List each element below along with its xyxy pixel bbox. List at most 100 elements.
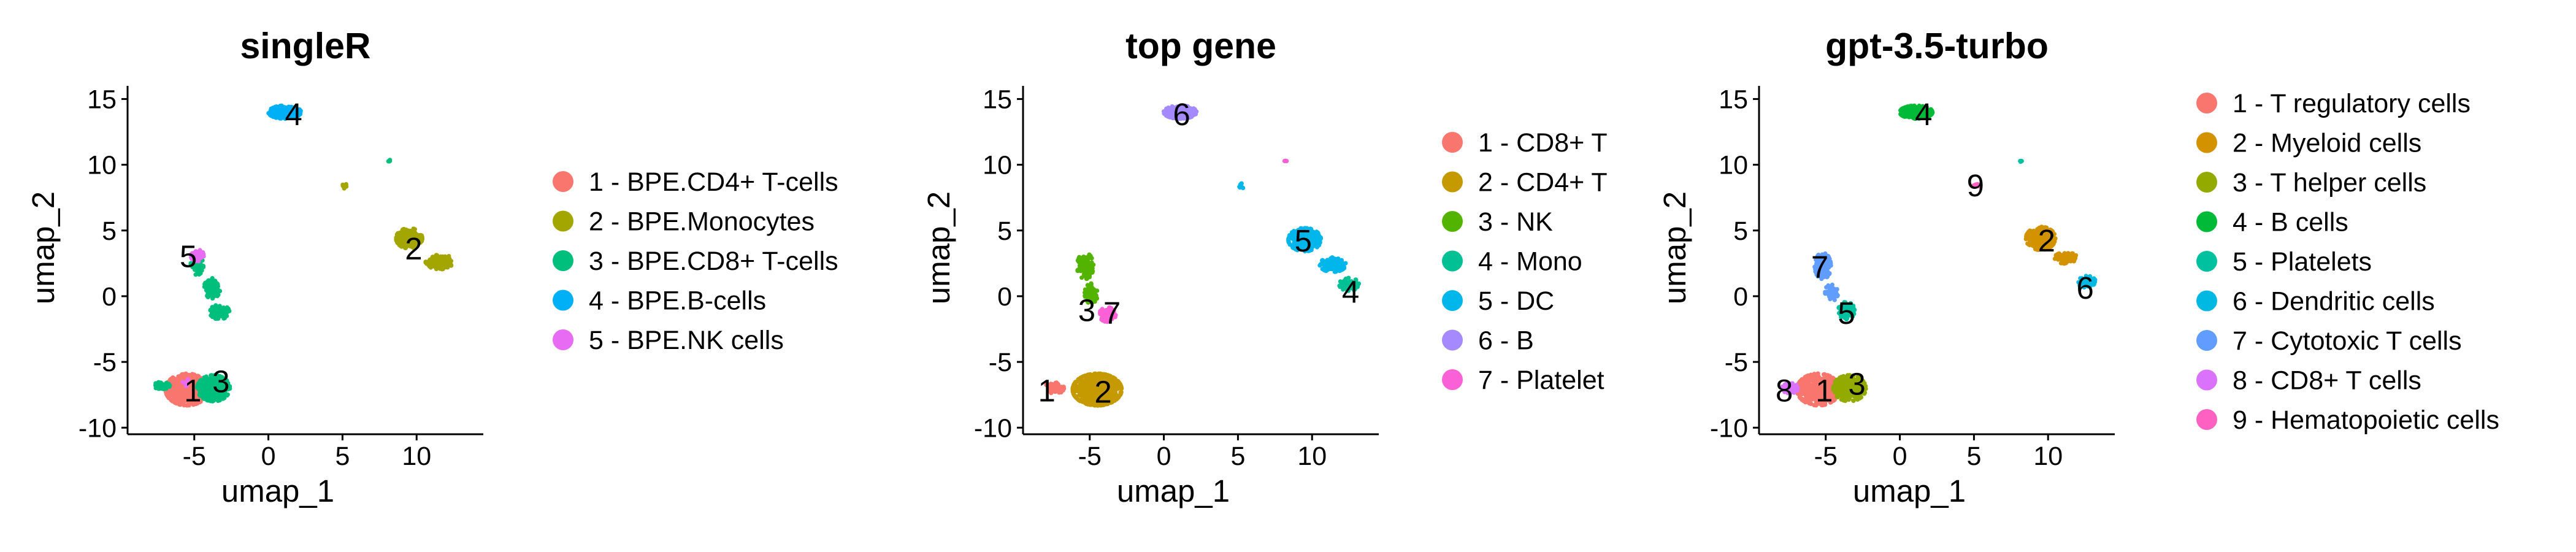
data-point bbox=[1315, 243, 1320, 249]
legend-swatch bbox=[553, 289, 573, 311]
y-axis-label: umap_2 bbox=[26, 191, 61, 304]
cluster-label: 3 bbox=[1078, 293, 1095, 328]
legend-entry: 4 - BPE.B-cells bbox=[589, 286, 766, 316]
data-point bbox=[185, 388, 190, 393]
data-point bbox=[437, 262, 442, 267]
data-point bbox=[396, 231, 401, 236]
data-point bbox=[201, 396, 207, 401]
data-point bbox=[1085, 283, 1090, 288]
legend-swatch bbox=[553, 329, 573, 350]
cluster-label: 5 bbox=[180, 239, 197, 274]
data-point bbox=[1079, 275, 1084, 280]
y-tick-label: -10 bbox=[79, 413, 117, 443]
data-point bbox=[1192, 112, 1197, 117]
x-axis-label: umap_1 bbox=[1117, 473, 1230, 508]
x-axis-label: umap_1 bbox=[221, 473, 334, 508]
legend-entry: 5 - DC bbox=[1478, 286, 1554, 316]
data-point bbox=[214, 316, 219, 321]
data-point bbox=[214, 304, 219, 309]
data-point bbox=[1336, 256, 1341, 261]
data-point bbox=[394, 238, 399, 243]
data-point bbox=[424, 259, 429, 264]
data-point bbox=[210, 315, 215, 320]
data-point bbox=[183, 397, 188, 402]
data-point bbox=[224, 313, 229, 318]
data-point bbox=[1320, 258, 1325, 263]
data-point bbox=[186, 372, 191, 378]
data-point bbox=[168, 377, 173, 382]
data-point bbox=[1241, 185, 1246, 191]
data-point bbox=[1314, 229, 1319, 234]
legend-entry: 4 - Mono bbox=[1478, 247, 1582, 277]
data-point bbox=[1078, 261, 1083, 266]
data-point bbox=[1087, 375, 1092, 380]
series-points-2 bbox=[340, 182, 454, 272]
data-point bbox=[193, 393, 198, 398]
data-point bbox=[1114, 397, 1119, 402]
data-point bbox=[1325, 267, 1330, 272]
y-tick-label: 0 bbox=[997, 282, 1012, 312]
cluster-label: 6 bbox=[1173, 97, 1190, 132]
data-point bbox=[180, 372, 185, 377]
x-tick-label: 5 bbox=[335, 442, 350, 471]
legend-entry: 3 - BPE.CD8+ T-cells bbox=[589, 247, 838, 276]
y-tick-label: 10 bbox=[87, 151, 117, 180]
data-point bbox=[1084, 398, 1089, 403]
legend-entry: 7 - Platelet bbox=[1478, 366, 1604, 395]
data-point bbox=[208, 280, 213, 285]
x-tick-label: 10 bbox=[402, 442, 431, 471]
panel-title: top gene bbox=[1125, 26, 1276, 66]
data-point bbox=[1061, 385, 1066, 389]
x-tick-label: -5 bbox=[1078, 442, 1102, 471]
data-point bbox=[1078, 393, 1083, 398]
data-point bbox=[173, 377, 178, 381]
legend-entry: 1 - BPE.CD4+ T-cells bbox=[589, 167, 838, 197]
data-point bbox=[1086, 286, 1091, 291]
data-point bbox=[1073, 380, 1078, 385]
data-point bbox=[1088, 261, 1094, 266]
cluster-label: 4 bbox=[1342, 275, 1359, 310]
points-layer bbox=[153, 103, 454, 408]
data-point bbox=[177, 388, 183, 393]
data-point bbox=[186, 403, 191, 408]
y-tick-label: 15 bbox=[87, 85, 117, 114]
data-point bbox=[440, 260, 446, 265]
data-point bbox=[182, 403, 186, 408]
y-tick-label: 5 bbox=[997, 217, 1012, 246]
data-point bbox=[220, 312, 225, 317]
cluster-label: 1 bbox=[184, 373, 201, 408]
legend-swatch bbox=[553, 210, 573, 232]
data-point bbox=[1084, 379, 1089, 384]
data-point bbox=[401, 227, 405, 232]
data-point bbox=[1317, 263, 1322, 268]
data-point bbox=[1119, 386, 1124, 391]
data-point bbox=[1078, 399, 1083, 404]
y-tick-label: 15 bbox=[983, 85, 1012, 114]
y-tick-label: -5 bbox=[989, 348, 1012, 377]
data-point bbox=[1113, 393, 1118, 398]
data-point bbox=[188, 399, 193, 404]
data-point bbox=[1070, 385, 1075, 390]
legend-swatch bbox=[1442, 329, 1463, 351]
legend-entry: 6 - B bbox=[1478, 326, 1534, 356]
data-point bbox=[194, 375, 199, 380]
cluster-label: 5 bbox=[1295, 223, 1312, 258]
data-point bbox=[207, 393, 212, 397]
data-point bbox=[386, 159, 391, 164]
legend-entry: 5 - BPE.NK cells bbox=[589, 326, 784, 355]
data-point bbox=[343, 182, 348, 186]
data-point bbox=[1114, 386, 1119, 391]
data-point bbox=[215, 312, 220, 317]
data-point bbox=[1328, 262, 1333, 267]
data-point bbox=[166, 393, 171, 398]
data-point bbox=[428, 265, 434, 270]
data-point bbox=[439, 256, 443, 261]
data-point bbox=[210, 296, 215, 301]
x-tick-label: 0 bbox=[1157, 442, 1171, 471]
data-point bbox=[193, 402, 198, 407]
y-tick-label: 5 bbox=[102, 217, 117, 246]
cluster-label: 2 bbox=[405, 231, 422, 266]
cluster-label: 3 bbox=[212, 364, 229, 399]
data-point bbox=[1332, 269, 1337, 274]
